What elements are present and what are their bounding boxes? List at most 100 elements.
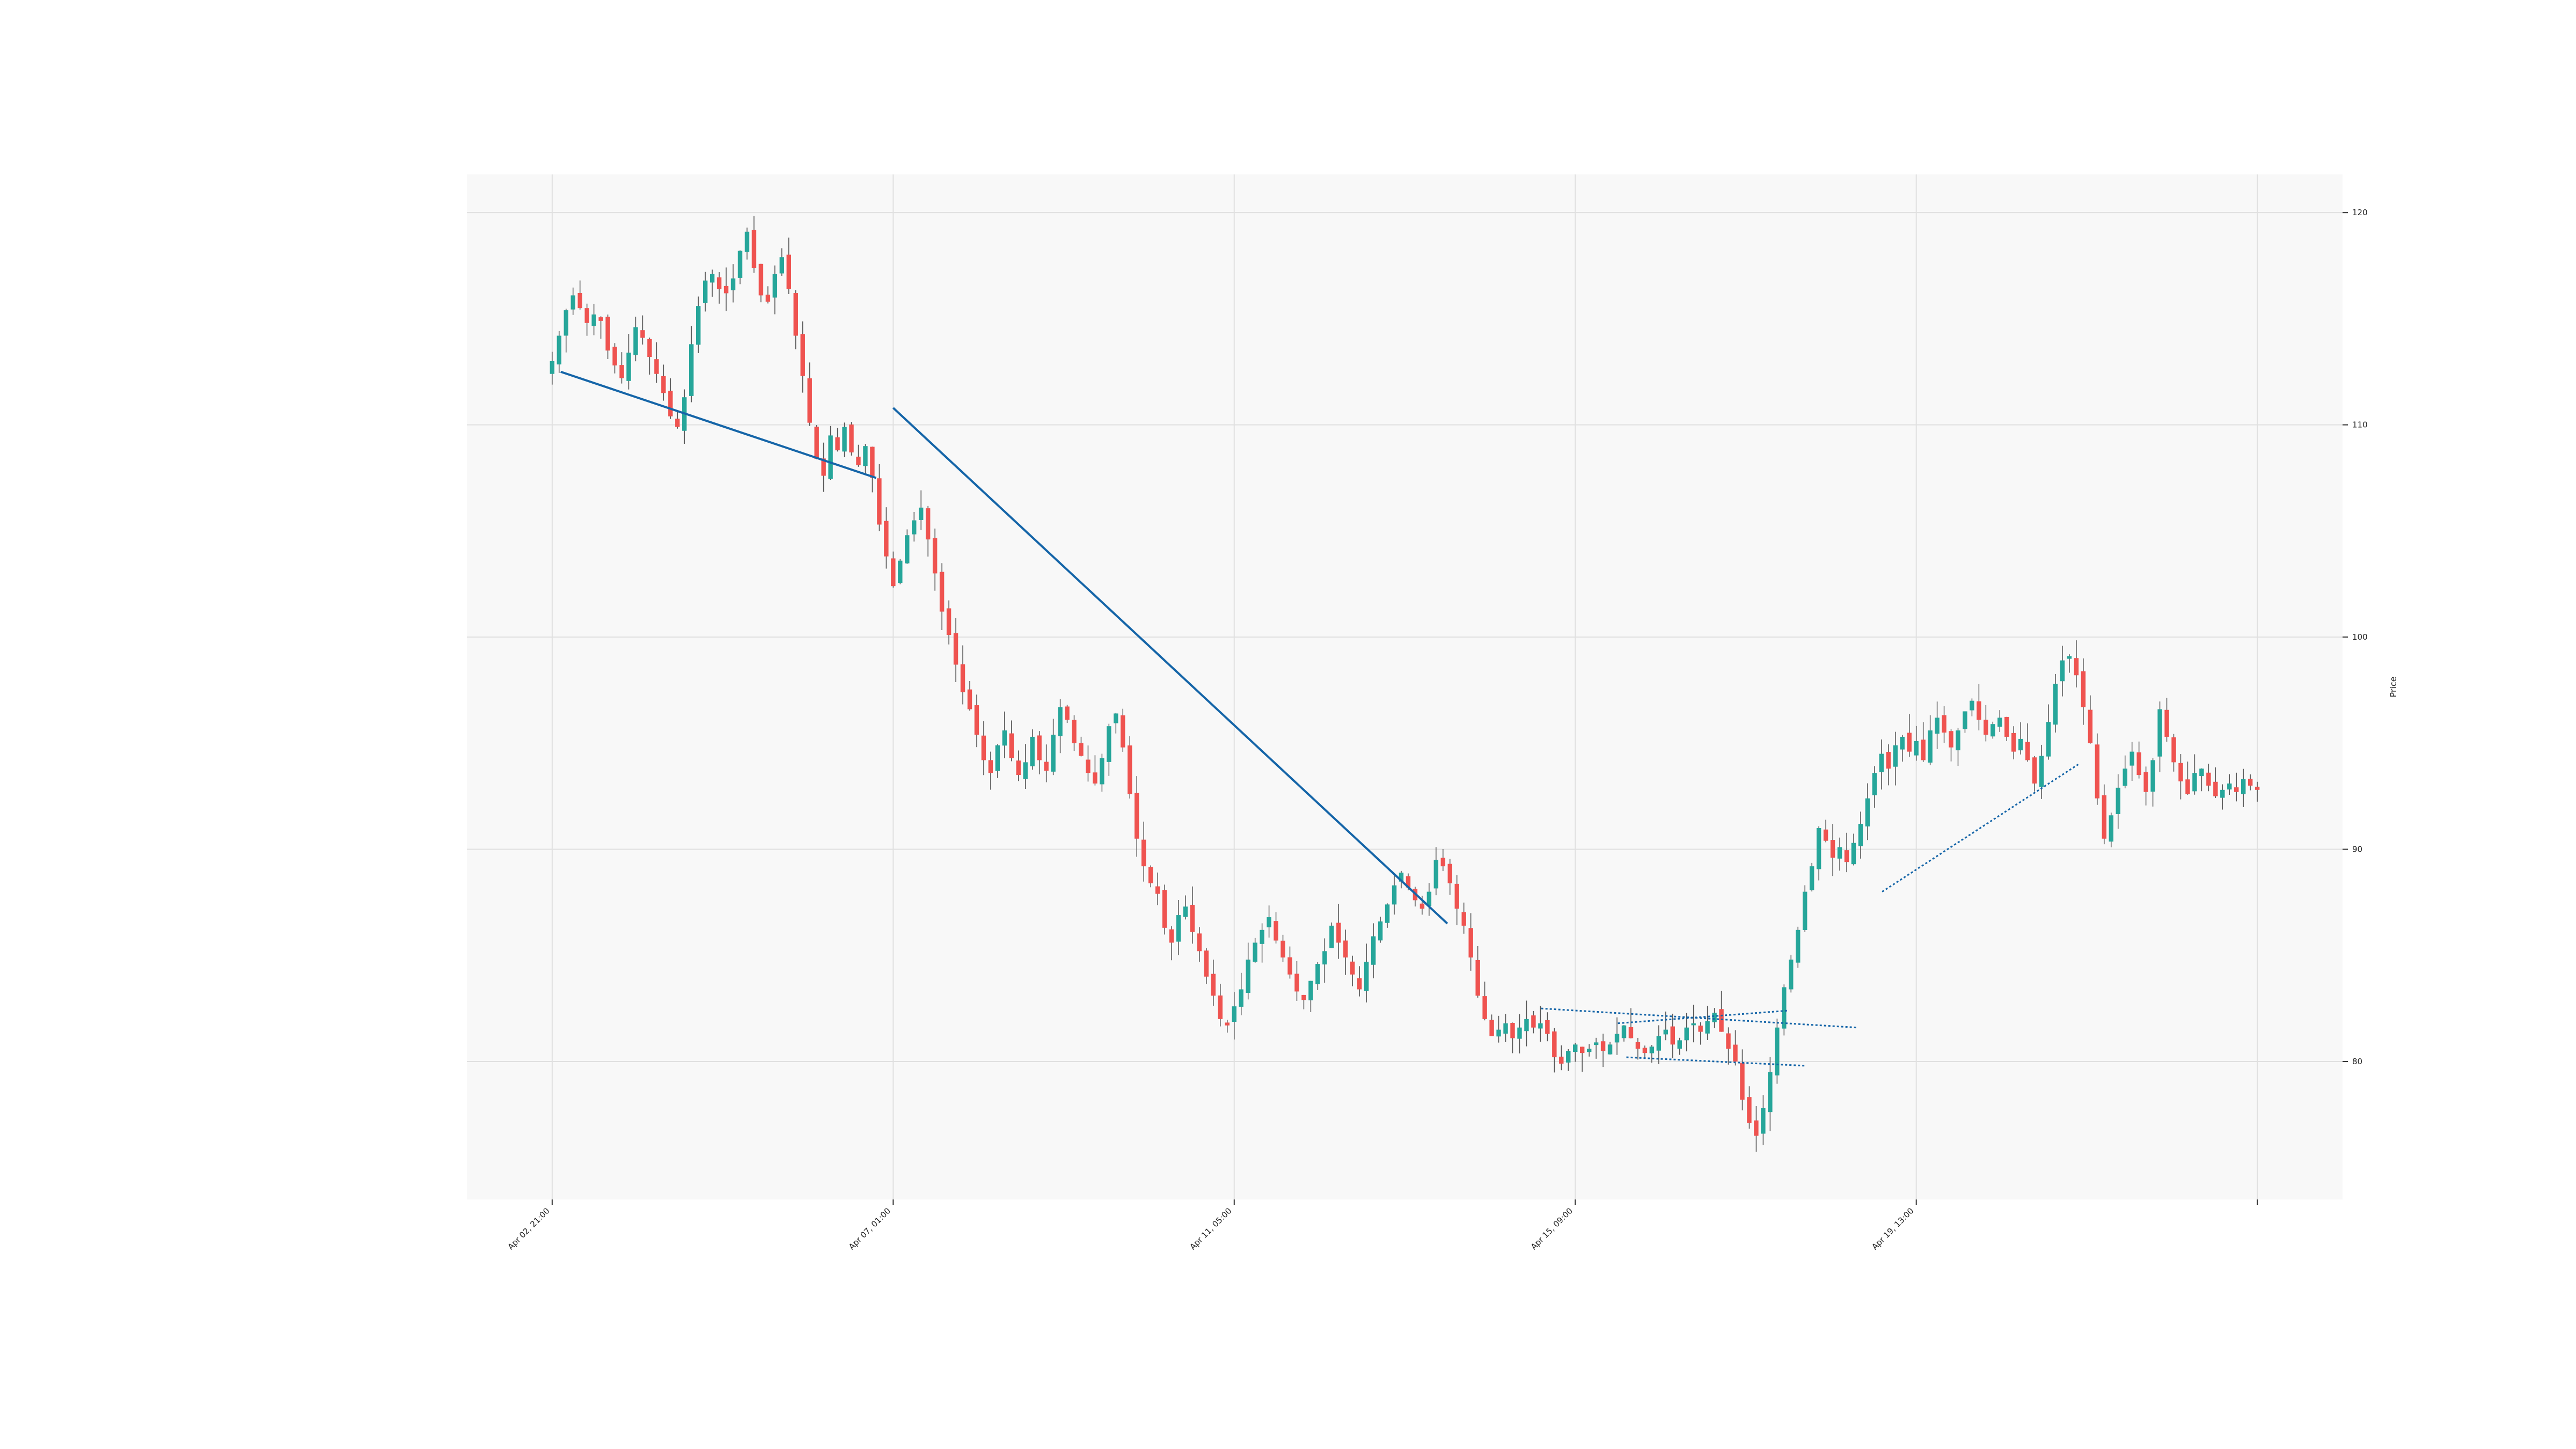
candle-up	[696, 306, 701, 345]
candle-up	[1426, 891, 1432, 906]
candle-down	[2081, 671, 2086, 707]
candle-up	[1837, 847, 1842, 859]
candle-up	[2192, 773, 2197, 792]
candle-down	[1343, 940, 1348, 958]
candle-up	[1593, 1042, 1599, 1045]
candle-down	[1086, 759, 1091, 773]
candle-down	[577, 292, 582, 309]
candle-up	[1433, 860, 1439, 889]
candle-down	[953, 633, 958, 665]
trendline	[1618, 1009, 1789, 1024]
candle-up	[1253, 942, 1257, 962]
candle-down	[661, 376, 666, 393]
candle-down	[1510, 1022, 1515, 1038]
candle-up	[1621, 1025, 1627, 1038]
candle-up	[2109, 815, 2114, 842]
candle-up	[2157, 709, 2162, 757]
candle-down	[1128, 745, 1132, 794]
candle-up	[1879, 753, 1884, 772]
y-tick-label: 90	[2352, 845, 2362, 854]
candle-down	[2234, 787, 2239, 792]
candle-up	[2053, 684, 2058, 725]
candle-down	[2011, 733, 2016, 752]
candle-up	[1329, 925, 1334, 948]
candle-up	[1385, 904, 1390, 923]
candle-up	[1023, 762, 1028, 779]
trendline	[892, 407, 1448, 925]
candle-up	[1935, 718, 1940, 734]
candle-up	[709, 274, 715, 283]
candle-down	[2213, 781, 2218, 796]
candle-up	[1176, 915, 1181, 942]
candle-up	[905, 535, 910, 564]
candle-down	[1545, 1020, 1550, 1034]
trendline-layer	[560, 370, 2079, 1067]
candle-down	[1977, 701, 1981, 720]
candle-down	[1726, 1033, 1731, 1049]
candle-down	[2136, 752, 2141, 775]
candle-down	[1121, 715, 1125, 748]
candle-down	[1197, 933, 1202, 952]
candle-up	[2150, 760, 2155, 792]
candle-down	[1079, 743, 1084, 756]
candle-down	[612, 347, 617, 365]
candle-down	[675, 419, 680, 427]
candle-up	[2227, 783, 2232, 790]
candle-down	[1635, 1042, 1641, 1049]
candle-down	[1886, 752, 1891, 769]
candle-down	[814, 426, 819, 459]
candle-down	[2088, 709, 2093, 743]
candle-down	[1489, 1020, 1494, 1036]
candle-up	[1684, 1027, 1689, 1041]
candle-down	[1628, 1027, 1634, 1038]
x-tick-label: Apr 11, 05:00	[1188, 1206, 1233, 1252]
candle-down	[960, 664, 965, 692]
candle-down	[1162, 890, 1167, 928]
candle-down	[1482, 996, 1487, 1019]
candle-down	[1287, 957, 1292, 975]
candle-down	[1579, 1046, 1585, 1053]
candle-down	[925, 508, 931, 540]
candle-down	[1559, 1056, 1564, 1064]
y-tick-label: 100	[2352, 632, 2368, 642]
candle-down	[1754, 1120, 1759, 1136]
candle-down	[2178, 763, 2183, 781]
candle-up	[1051, 734, 1056, 772]
candle-up	[1107, 726, 1111, 762]
candle-down	[1044, 762, 1049, 771]
candle-up	[1865, 798, 1870, 826]
candle-up	[1656, 1036, 1662, 1051]
candle-up	[1002, 730, 1007, 746]
candle-down	[605, 317, 610, 351]
candle-up	[1322, 951, 1327, 965]
x-tick-label: Apr 07, 01:00	[847, 1206, 892, 1252]
candle-up	[1566, 1051, 1571, 1063]
candle-up	[1712, 1013, 1717, 1022]
candle-down	[1037, 735, 1042, 760]
candle-down	[2025, 742, 2030, 760]
candle-up	[1573, 1044, 1578, 1052]
candle-down	[1942, 715, 1946, 733]
candle-down	[2255, 786, 2260, 790]
candle-up	[1914, 741, 1919, 756]
candle-down	[2164, 709, 2169, 737]
candle-down	[1747, 1097, 1752, 1123]
candle-down	[2248, 779, 2253, 786]
candle-up	[2123, 769, 2127, 786]
candle-up	[1183, 906, 1188, 917]
candle-up	[1893, 745, 1898, 767]
candle-down	[647, 339, 652, 357]
candle-up	[898, 560, 903, 583]
candle-down	[1016, 760, 1021, 775]
candle-down	[1719, 1009, 1724, 1032]
candle-up	[1114, 713, 1118, 723]
candle-up	[591, 314, 596, 326]
candle-down	[891, 558, 896, 587]
candle-down	[1190, 904, 1195, 932]
candle-down	[1733, 1044, 1738, 1062]
candle-up	[1378, 921, 1383, 941]
grid-layer	[467, 174, 2343, 1199]
x-tick-label: Apr 15, 09:00	[1529, 1206, 1575, 1252]
candle-down	[1552, 1031, 1557, 1058]
candle-up	[1851, 843, 1856, 865]
